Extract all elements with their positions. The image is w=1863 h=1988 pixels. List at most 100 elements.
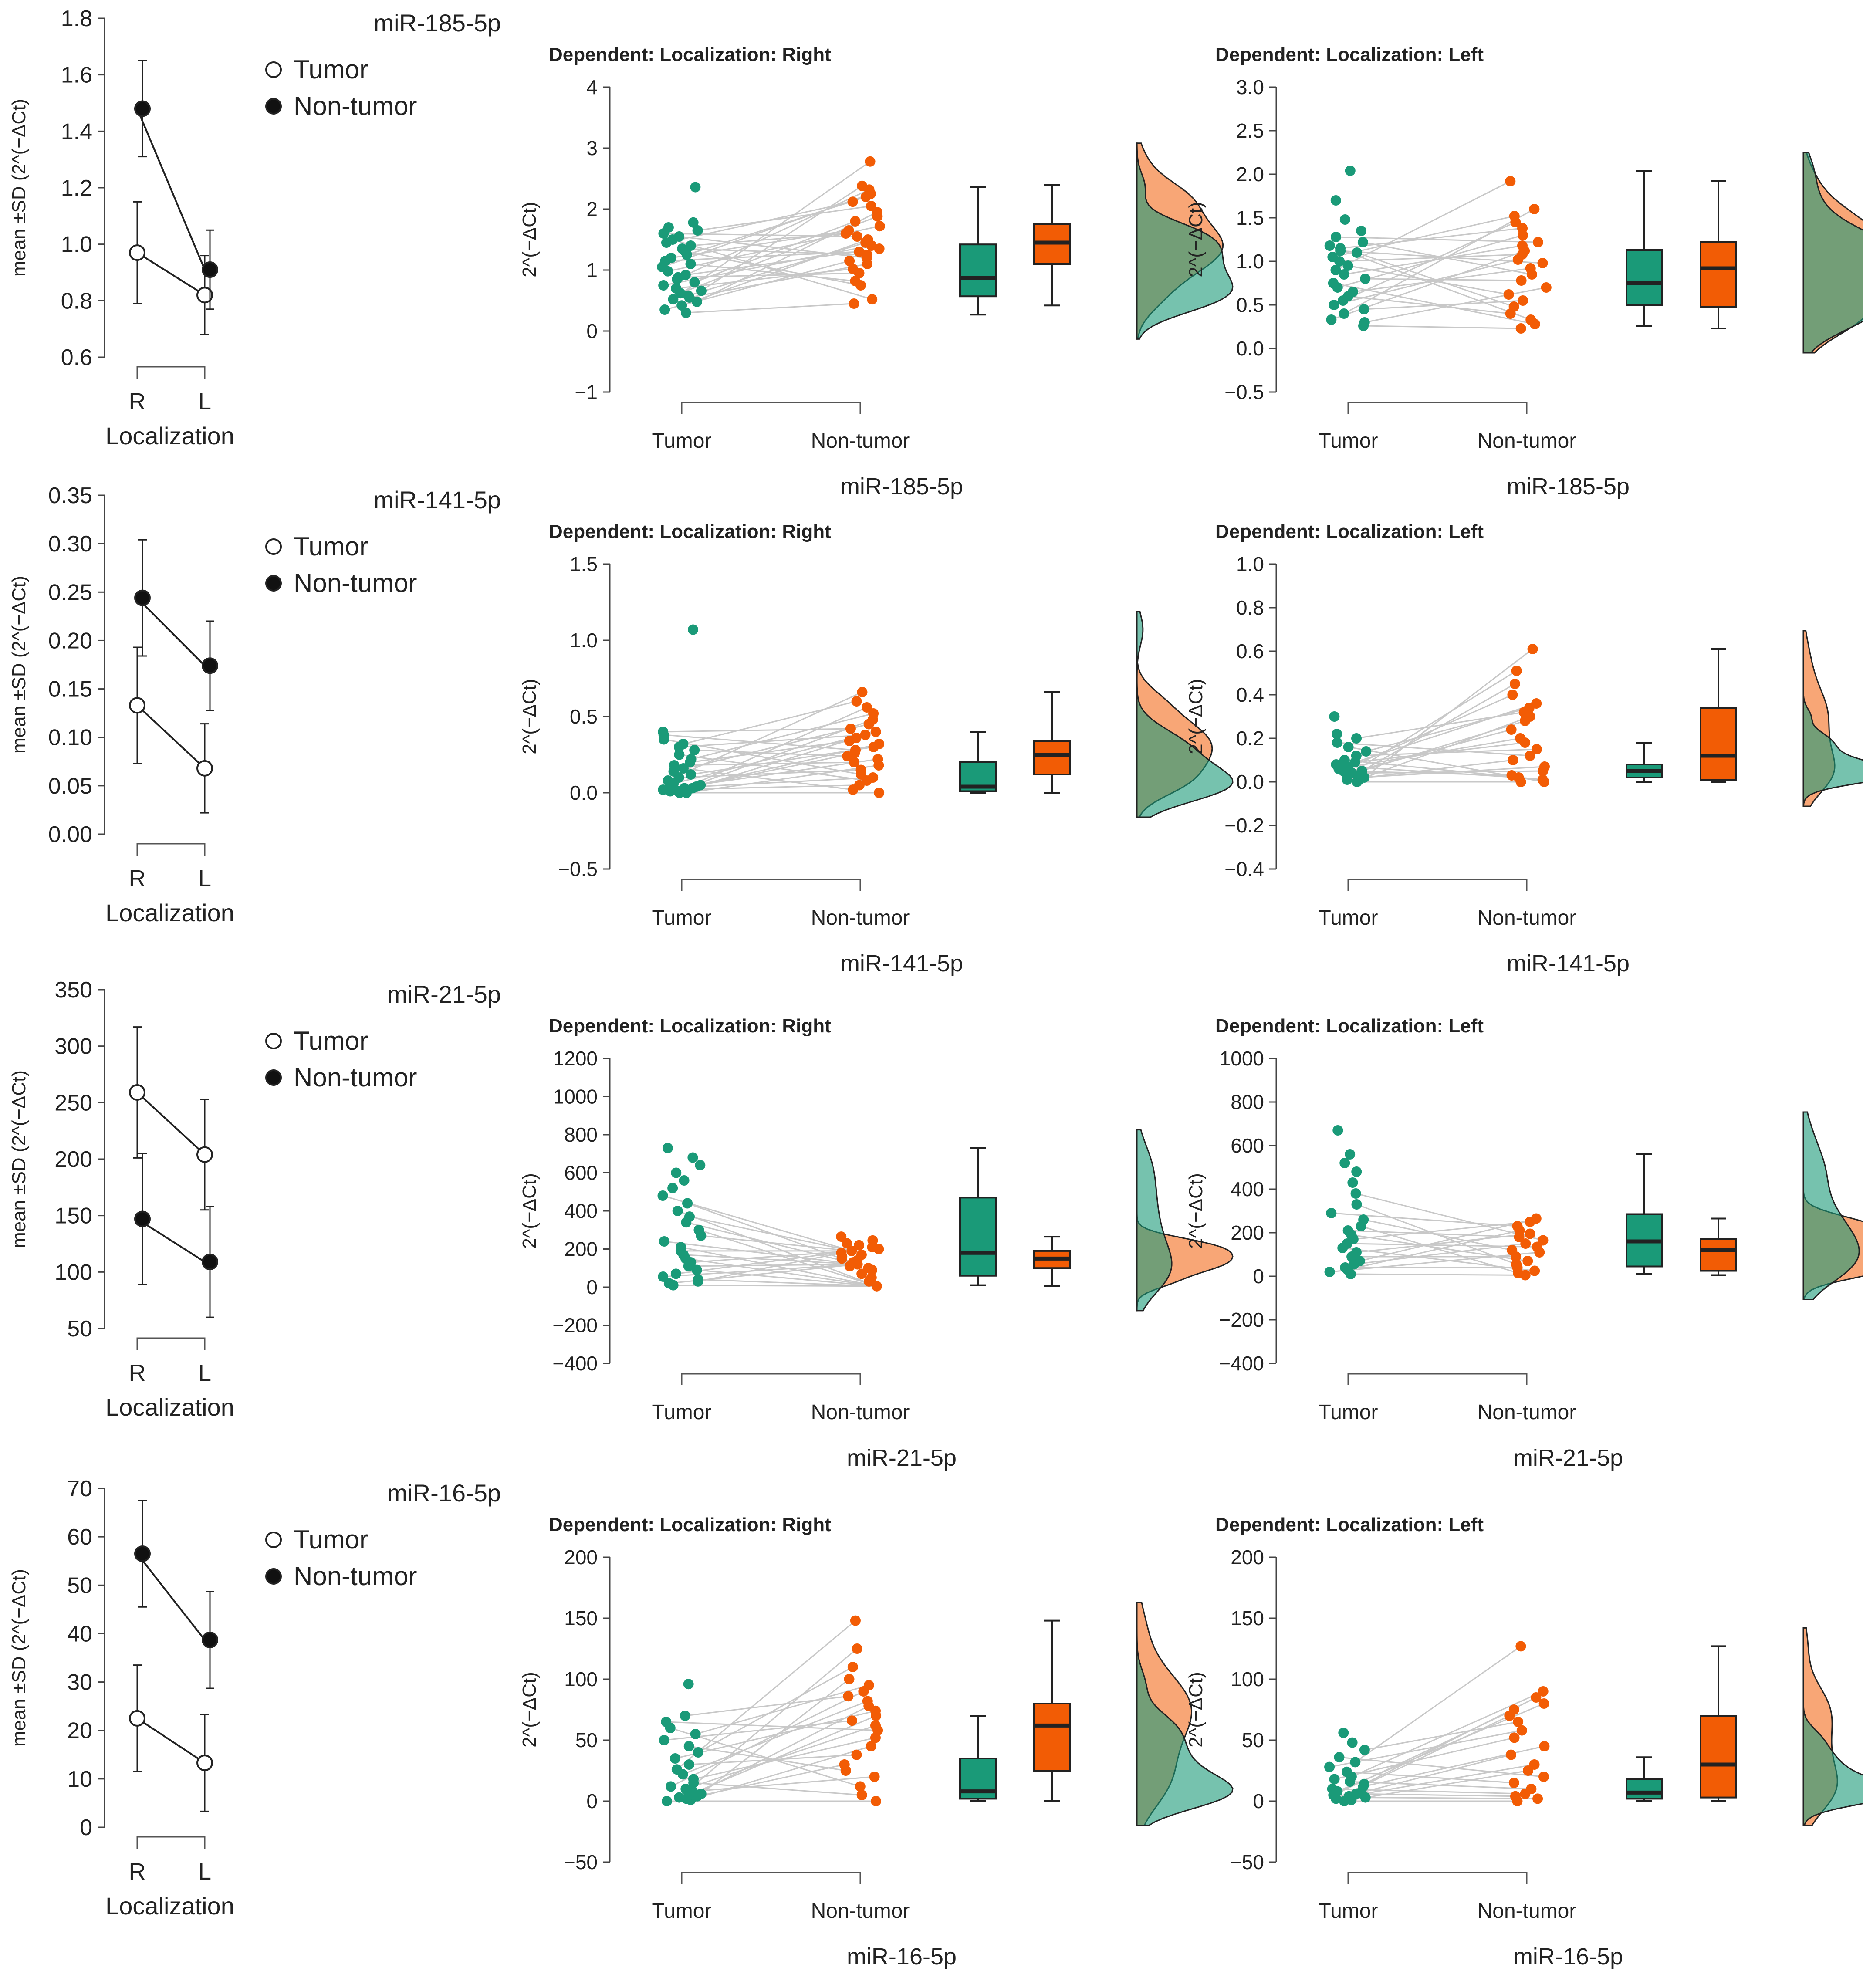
- x-axis-label: miR-141-5p: [840, 950, 963, 977]
- nontumor-point: [847, 196, 858, 207]
- pair-line: [1347, 729, 1512, 774]
- series-line: [136, 704, 206, 769]
- nontumor-point: [836, 1248, 847, 1258]
- nontumor-point: [1529, 1759, 1540, 1770]
- pair-line: [700, 752, 855, 786]
- y-tick-label: 0.25: [48, 580, 92, 605]
- x-axis-bracket: [136, 1836, 206, 1849]
- x-tick-label: Tumor: [1319, 1900, 1378, 1923]
- pair-line: [693, 1782, 862, 1796]
- tumor-point: [696, 1789, 707, 1799]
- nontumor-point: [1517, 223, 1528, 233]
- nontumor-point: [870, 727, 881, 737]
- y-tick-label: 100: [1231, 1668, 1264, 1690]
- y-tick-label: 0.0: [570, 781, 598, 804]
- y-axis-label: mean ±SD (2^(−ΔCt): [8, 1569, 30, 1747]
- y-tick-label: −400: [552, 1352, 598, 1375]
- mean-point: [202, 261, 218, 278]
- chart-title: miR-21-5p: [387, 980, 501, 1008]
- tumor-point: [1329, 711, 1340, 722]
- legend-label: Tumor: [294, 1026, 368, 1055]
- nontumor-point: [1507, 690, 1518, 700]
- nontumor-point: [852, 1643, 862, 1654]
- y-axis-label: 2^(−ΔCt): [519, 1173, 540, 1249]
- nontumor-point: [849, 757, 859, 767]
- x-axis-bracket: [136, 843, 206, 856]
- tumor-point: [674, 749, 685, 760]
- x-axis-bracket: [681, 879, 861, 891]
- mean-point: [202, 657, 218, 674]
- tumor-point: [1347, 1737, 1358, 1748]
- tumor-point: [686, 754, 697, 764]
- legend-label: Non-tumor: [294, 91, 417, 121]
- mean-point: [134, 589, 151, 606]
- x-tick-label: Tumor: [1319, 1401, 1378, 1424]
- nontumor-box: [1033, 740, 1071, 775]
- pair-line: [1336, 236, 1538, 243]
- series-line: [136, 1718, 206, 1764]
- pair-line: [1349, 1764, 1535, 1797]
- nontumor-point: [1531, 1213, 1542, 1224]
- nontumor-point: [1525, 1228, 1535, 1239]
- y-tick-label: 1.0: [570, 629, 598, 652]
- pair-line: [1356, 1204, 1517, 1265]
- pair-line: [1364, 1721, 1518, 1751]
- y-tick-label: 0.2: [1236, 727, 1264, 750]
- y-tick-label: −200: [552, 1314, 598, 1337]
- x-tick-label: Tumor: [1319, 429, 1378, 453]
- y-axis-label: mean ±SD (2^(−ΔCt): [8, 576, 30, 754]
- panel-title: Dependent: Localization: Left: [1215, 1015, 1484, 1037]
- nontumor-point: [1526, 1784, 1537, 1794]
- nontumor-point: [852, 231, 862, 242]
- nontumor-box: [1700, 1238, 1737, 1272]
- y-tick-label: 1000: [553, 1085, 598, 1108]
- nontumor-point: [844, 256, 855, 266]
- nontumor-point: [868, 772, 879, 783]
- tumor-point: [1345, 166, 1356, 176]
- tumor-point: [1329, 300, 1339, 310]
- y-tick-label: 0.20: [48, 628, 92, 653]
- nontumor-point: [1509, 211, 1520, 221]
- tumor-point: [1327, 252, 1338, 262]
- y-tick-label: 40: [67, 1621, 92, 1647]
- y-axis-label: 2^(−ΔCt): [1185, 1173, 1207, 1249]
- mean-point: [202, 1631, 218, 1648]
- tumor-density: [1802, 1628, 1863, 1826]
- nontumor-point: [862, 234, 873, 245]
- x-tick-label: R: [129, 866, 146, 892]
- pair-line: [1346, 720, 1525, 776]
- y-tick-label: 60: [67, 1525, 92, 1550]
- y-tick-label: 2: [586, 198, 598, 220]
- x-tick-label: Non-tumor: [811, 906, 910, 930]
- nontumor-point: [1511, 666, 1522, 676]
- pair-line: [685, 248, 879, 276]
- x-axis-bracket: [1347, 1872, 1528, 1884]
- tumor-point: [1350, 1757, 1361, 1768]
- tumor-point: [670, 1753, 681, 1764]
- nontumor-point: [1527, 644, 1538, 654]
- x-tick-label: L: [198, 866, 211, 892]
- chart-title: miR-141-5p: [373, 486, 501, 514]
- tumor-point: [680, 1784, 691, 1794]
- tumor-point: [683, 1679, 694, 1690]
- y-tick-label: −1: [575, 381, 598, 403]
- tumor-point: [1361, 746, 1372, 757]
- nontumor-point: [1538, 1772, 1549, 1782]
- tumor-box: [959, 243, 997, 298]
- legend-label: Non-tumor: [294, 568, 417, 598]
- nontumor-point: [1515, 323, 1526, 334]
- tumor-point: [1356, 226, 1367, 236]
- y-tick-label: 0.8: [1236, 596, 1264, 619]
- raincloud-chart-r0-left: Dependent: Localization: Left −0.5 0.0 0.5 1…: [1185, 44, 1863, 500]
- y-tick-label: 1200: [553, 1047, 598, 1070]
- tumor-point: [693, 1747, 703, 1758]
- raincloud-chart-r2-right: Dependent: Localization: Right −400 −200 0 2…: [519, 1015, 1234, 1471]
- y-tick-label: 0.6: [61, 345, 92, 370]
- tumor-point: [1351, 1247, 1362, 1258]
- mean-point: [202, 1253, 218, 1270]
- nontumor-point: [862, 1696, 873, 1707]
- nontumor-point: [847, 264, 858, 274]
- tumor-point: [1350, 1188, 1361, 1199]
- tumor-point: [663, 222, 674, 233]
- y-tick-label: 0: [586, 320, 598, 342]
